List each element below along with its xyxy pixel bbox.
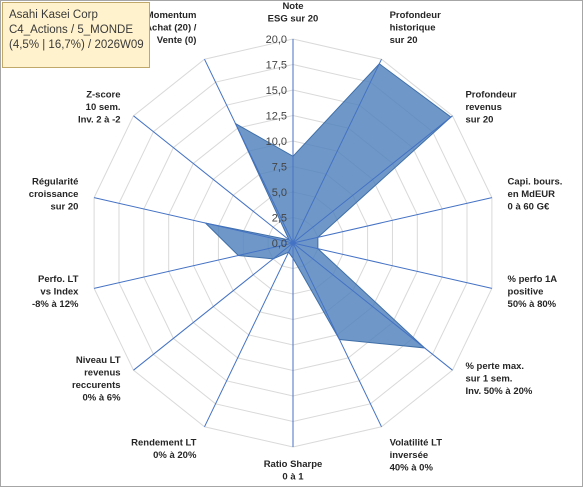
- axis-spoke: [204, 242, 294, 428]
- tick-label: 7,5: [272, 162, 287, 174]
- axis-label: % perfo 1A positive 50% à 80%: [508, 274, 558, 310]
- axis-spoke: [292, 242, 453, 371]
- axis-label: Niveau LT revenus reccurents 0% à 6%: [72, 355, 121, 404]
- axis-spoke: [94, 197, 294, 244]
- tick-label: 10,0: [266, 136, 287, 148]
- axis-spoke: [94, 242, 294, 289]
- axis-label: Rendement LT 0% à 20%: [131, 437, 197, 461]
- axis-spoke: [292, 242, 492, 289]
- axis-label: Volatilité LT inversée 40% à 0%: [390, 437, 443, 473]
- axis-spoke: [292, 58, 382, 244]
- title-period: (4,5% | 16,7%) / 2026W09: [9, 39, 144, 51]
- axis-spoke: [204, 58, 294, 244]
- axis-label: Ratio Sharpe 0 à 1: [264, 459, 323, 483]
- tick-label: 2,5: [272, 213, 287, 225]
- tick-label: 20,0: [266, 34, 287, 46]
- axis-label: Profondeur historique sur 20: [390, 10, 441, 46]
- title-portfolio: C4_Actions / 5_MONDE: [9, 24, 133, 36]
- axis-label: Profondeur revenus sur 20: [465, 89, 516, 125]
- chart-title-box: Asahi Kasei Corp C4_Actions / 5_MONDE (4…: [2, 2, 150, 68]
- axis-spoke: [292, 197, 492, 244]
- axis-label: Momentum Achat (20) / Vente (0): [145, 10, 197, 46]
- axis-label: Z-score 10 sem. Inv. 2 à -2: [78, 89, 121, 125]
- axis-spoke: [133, 115, 294, 244]
- axis-label: Capi. bours. en MdEUR 0 à 60 G€: [508, 177, 563, 213]
- series-area: [203, 63, 452, 349]
- tick-label: 0,0: [272, 238, 287, 250]
- axis-spoke: [133, 242, 294, 371]
- axis-spoke: [292, 242, 382, 428]
- tick-label: 17,5: [266, 60, 287, 72]
- axis-label: % perte max. sur 1 sem. Inv. 50% à 20%: [465, 361, 532, 397]
- axis-label: Note ESG sur 20: [268, 1, 319, 25]
- tick-label: 12,5: [266, 111, 287, 123]
- tick-label: 15,0: [266, 85, 287, 97]
- tick-label: 5,0: [272, 187, 287, 199]
- axis-spoke: [292, 115, 453, 244]
- axis-label: Perfo. LT vs Index -8% à 12%: [32, 274, 79, 310]
- title-company: Asahi Kasei Corp: [9, 9, 98, 21]
- axis-label: Régularité croissance sur 20: [29, 177, 79, 213]
